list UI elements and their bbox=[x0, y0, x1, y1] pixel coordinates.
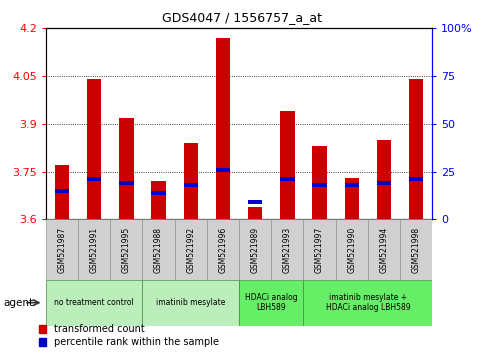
Text: GSM521988: GSM521988 bbox=[154, 227, 163, 273]
Text: GDS4047 / 1556757_a_at: GDS4047 / 1556757_a_at bbox=[161, 11, 322, 24]
FancyBboxPatch shape bbox=[46, 219, 78, 280]
FancyBboxPatch shape bbox=[368, 219, 400, 280]
Bar bbox=[87, 79, 101, 219]
Bar bbox=[344, 178, 359, 219]
Text: GSM521987: GSM521987 bbox=[57, 227, 67, 273]
Text: GSM521989: GSM521989 bbox=[251, 227, 260, 273]
FancyBboxPatch shape bbox=[336, 219, 368, 280]
Text: HDACi analog
LBH589: HDACi analog LBH589 bbox=[245, 293, 298, 312]
Bar bbox=[55, 165, 69, 219]
Legend: transformed count, percentile rank within the sample: transformed count, percentile rank withi… bbox=[39, 325, 219, 347]
Text: GSM521994: GSM521994 bbox=[380, 227, 388, 273]
Bar bbox=[151, 181, 166, 219]
Bar bbox=[280, 177, 295, 181]
FancyBboxPatch shape bbox=[175, 219, 207, 280]
FancyBboxPatch shape bbox=[207, 219, 239, 280]
Bar bbox=[377, 140, 391, 219]
Text: agent: agent bbox=[4, 298, 34, 308]
Bar bbox=[313, 183, 327, 187]
Text: imatinib mesylate +
HDACi analog LBH589: imatinib mesylate + HDACi analog LBH589 bbox=[326, 293, 410, 312]
Text: GSM521991: GSM521991 bbox=[90, 227, 99, 273]
Bar bbox=[184, 143, 198, 219]
Text: GSM521992: GSM521992 bbox=[186, 227, 195, 273]
Bar bbox=[344, 183, 359, 187]
FancyBboxPatch shape bbox=[271, 219, 303, 280]
FancyBboxPatch shape bbox=[142, 280, 239, 326]
Bar bbox=[248, 200, 262, 204]
Text: GSM521997: GSM521997 bbox=[315, 227, 324, 273]
Bar bbox=[119, 181, 134, 185]
FancyBboxPatch shape bbox=[78, 219, 110, 280]
FancyBboxPatch shape bbox=[46, 280, 142, 326]
Bar bbox=[55, 189, 69, 193]
Bar bbox=[119, 118, 134, 219]
Bar bbox=[248, 207, 262, 219]
Bar bbox=[87, 177, 101, 181]
FancyBboxPatch shape bbox=[239, 280, 303, 326]
FancyBboxPatch shape bbox=[303, 280, 432, 326]
FancyBboxPatch shape bbox=[142, 219, 175, 280]
FancyBboxPatch shape bbox=[400, 219, 432, 280]
Bar bbox=[377, 181, 391, 185]
Text: GSM521990: GSM521990 bbox=[347, 227, 356, 273]
FancyBboxPatch shape bbox=[110, 219, 142, 280]
FancyBboxPatch shape bbox=[303, 219, 336, 280]
Bar bbox=[216, 38, 230, 219]
Text: GSM521996: GSM521996 bbox=[218, 227, 227, 273]
Text: imatinib mesylate: imatinib mesylate bbox=[156, 298, 226, 307]
Text: GSM521995: GSM521995 bbox=[122, 227, 131, 273]
Text: GSM521993: GSM521993 bbox=[283, 227, 292, 273]
Bar bbox=[184, 183, 198, 187]
Bar bbox=[313, 146, 327, 219]
FancyBboxPatch shape bbox=[239, 219, 271, 280]
Bar bbox=[280, 111, 295, 219]
Text: no treatment control: no treatment control bbox=[54, 298, 134, 307]
Bar bbox=[409, 79, 424, 219]
Bar bbox=[409, 177, 424, 181]
Text: GSM521998: GSM521998 bbox=[412, 227, 421, 273]
Bar bbox=[216, 168, 230, 172]
Bar bbox=[151, 191, 166, 195]
